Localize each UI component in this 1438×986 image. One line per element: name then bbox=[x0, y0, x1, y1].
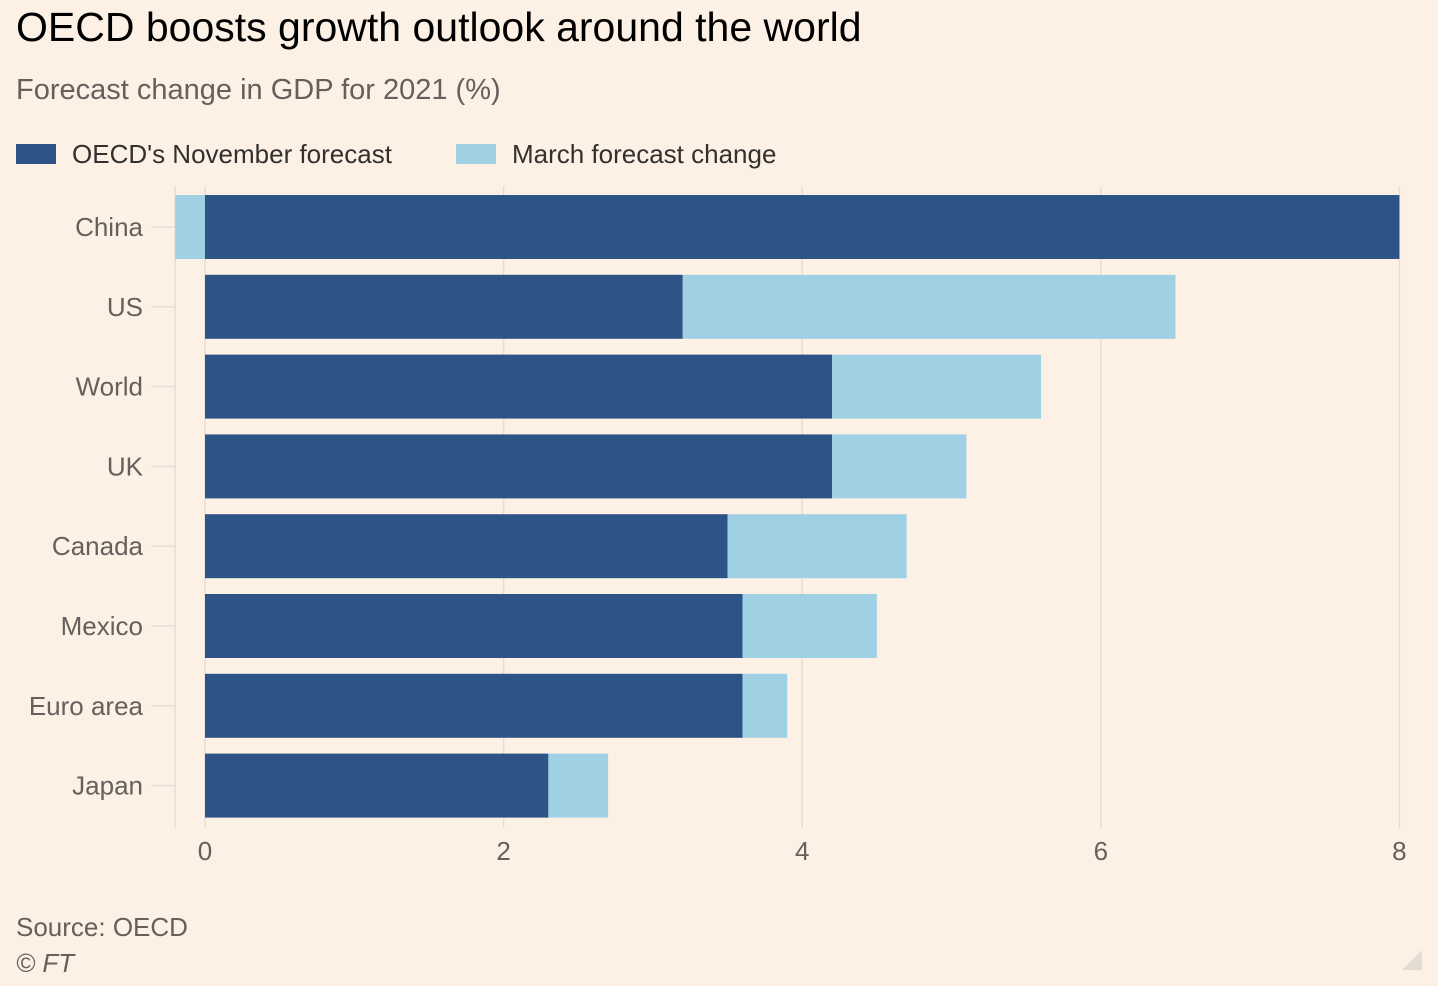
bar-march-change-japan bbox=[548, 753, 609, 818]
legend-item-november: OECD's November forecast bbox=[16, 139, 392, 170]
y-tick-label-uk: UK bbox=[107, 451, 144, 481]
y-tick-label-china: China bbox=[75, 212, 143, 242]
chart-subtitle: Forecast change in GDP for 2021 (%) bbox=[16, 74, 501, 106]
bar-november-world bbox=[205, 354, 833, 419]
y-tick-label-japan: Japan bbox=[72, 771, 143, 801]
legend-label-november: OECD's November forecast bbox=[72, 138, 392, 169]
y-tick-label-euro-area: Euro area bbox=[29, 691, 144, 721]
bar-november-us bbox=[205, 274, 683, 339]
legend-label-march-change: March forecast change bbox=[511, 138, 777, 169]
bar-march-change-world bbox=[832, 354, 1042, 419]
bar-march-change-mexico bbox=[742, 594, 877, 658]
legend-swatch-march-change bbox=[455, 144, 496, 164]
bar-march-change-euro-area bbox=[742, 673, 788, 738]
legend-swatch-november bbox=[16, 144, 56, 164]
bar-march-change-china bbox=[175, 195, 205, 259]
bar-november-mexico bbox=[205, 594, 743, 658]
credit-note: © FT bbox=[16, 948, 75, 978]
x-tick-label-6: 6 bbox=[1094, 836, 1108, 866]
bar-november-canada bbox=[205, 514, 728, 579]
source-note: Source: OECD bbox=[16, 912, 188, 942]
x-tick-label-0: 0 bbox=[198, 836, 212, 866]
y-tick-label-canada: Canada bbox=[52, 531, 144, 561]
y-tick-label-us: US bbox=[107, 292, 143, 322]
bar-november-japan bbox=[205, 753, 549, 818]
y-tick-label-world: World bbox=[76, 372, 143, 402]
resize-corner-icon bbox=[1402, 950, 1422, 970]
x-tick-label-8: 8 bbox=[1392, 836, 1406, 866]
bar-november-uk bbox=[205, 434, 833, 499]
bar-november-china bbox=[205, 195, 1400, 259]
legend: OECD's November forecast March forecast … bbox=[16, 136, 840, 172]
chart-title: OECD boosts growth outlook around the wo… bbox=[16, 4, 862, 50]
x-tick-label-2: 2 bbox=[496, 836, 510, 866]
bar-november-euro-area bbox=[205, 673, 743, 738]
bar-march-change-uk bbox=[832, 434, 967, 499]
bar-march-change-us bbox=[682, 274, 1176, 339]
legend-item-march-change: March forecast change bbox=[455, 138, 777, 170]
bar-march-change-canada bbox=[727, 514, 907, 579]
y-tick-label-mexico: Mexico bbox=[61, 611, 143, 641]
x-tick-label-4: 4 bbox=[795, 836, 809, 866]
